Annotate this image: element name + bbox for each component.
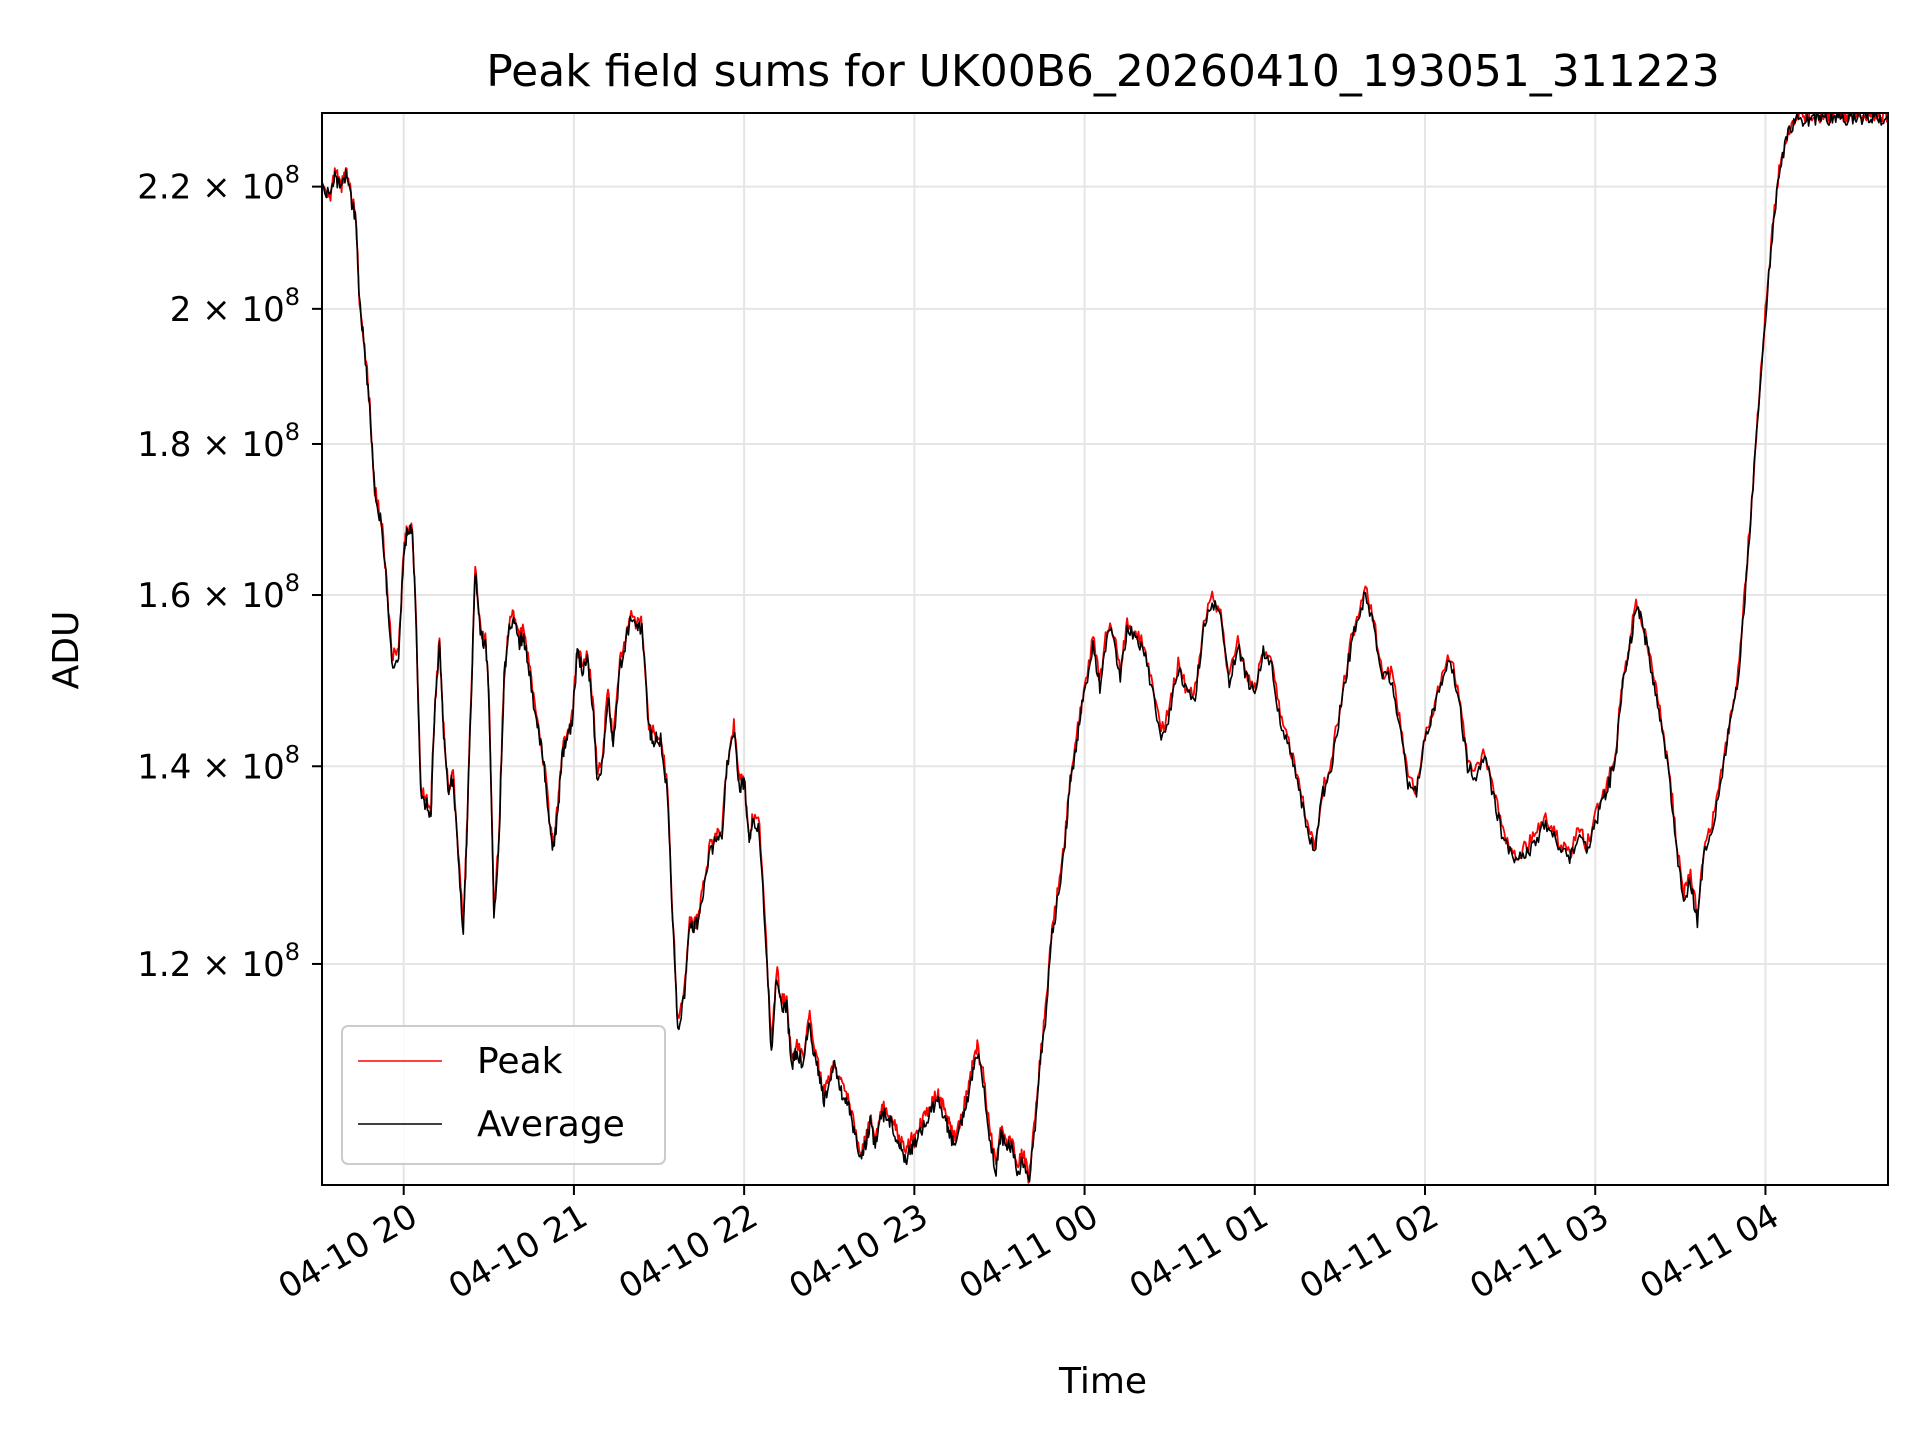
series-line-average: [322, 113, 1888, 1183]
y-tick-label: 2 × 108: [170, 283, 300, 330]
chart-title: Peak field sums for UK00B6_20260410_1930…: [486, 46, 1720, 97]
legend: Peak Average: [341, 1025, 666, 1165]
y-tick-label: 1.2 × 108: [137, 938, 300, 985]
y-tick-label: 1.4 × 108: [137, 740, 300, 787]
legend-label-peak: Peak: [477, 1041, 563, 1082]
y-axis-label: ADU: [46, 611, 87, 690]
plot-frame: [321, 112, 1889, 1186]
legend-label-average: Average: [477, 1104, 625, 1145]
y-tick-label: 1.8 × 108: [137, 418, 300, 465]
grid: [322, 113, 1888, 1185]
y-axis: 1.2 × 108 1.4 × 108 1.6 × 108 1.8 × 108 2 × …: [137, 161, 322, 985]
y-tick-label: 2.2 × 108: [137, 161, 300, 208]
y-tick-label: 1.6 × 108: [137, 569, 300, 616]
x-axis-label: Time: [1058, 1361, 1147, 1402]
series-layer: [322, 113, 1888, 1184]
